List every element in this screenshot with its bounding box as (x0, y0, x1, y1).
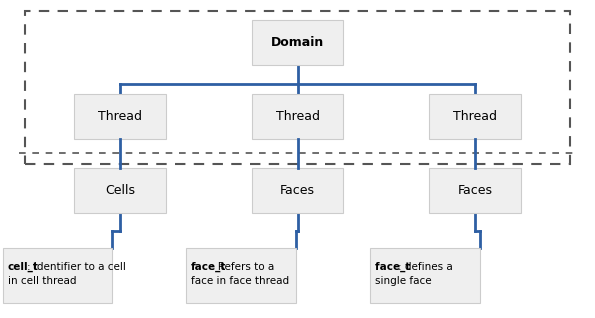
Text: Faces: Faces (458, 184, 493, 197)
Text: face_t: face_t (191, 262, 227, 272)
Text: Thread: Thread (453, 110, 497, 123)
FancyBboxPatch shape (429, 168, 521, 213)
Text: in cell thread: in cell thread (8, 276, 76, 286)
Text: Domain: Domain (271, 36, 324, 49)
Text: Faces: Faces (280, 184, 315, 197)
FancyBboxPatch shape (3, 248, 112, 303)
FancyBboxPatch shape (252, 168, 343, 213)
Text: : Identifier to a cell: : Identifier to a cell (27, 262, 126, 272)
Text: Cells: Cells (105, 184, 135, 197)
Text: face_t: face_t (375, 262, 414, 272)
FancyBboxPatch shape (252, 19, 343, 65)
FancyBboxPatch shape (252, 93, 343, 139)
Text: cell_t: cell_t (8, 262, 39, 272)
FancyBboxPatch shape (186, 248, 296, 303)
Text: face in face thread: face in face thread (191, 276, 289, 286)
Text: : defines a: : defines a (397, 262, 452, 272)
FancyBboxPatch shape (429, 93, 521, 139)
Text: : Refers to a: : Refers to a (211, 262, 274, 272)
FancyBboxPatch shape (74, 93, 166, 139)
Text: Thread: Thread (98, 110, 142, 123)
Text: single face: single face (375, 276, 431, 286)
FancyBboxPatch shape (74, 168, 166, 213)
Text: Thread: Thread (275, 110, 320, 123)
FancyBboxPatch shape (370, 248, 480, 303)
